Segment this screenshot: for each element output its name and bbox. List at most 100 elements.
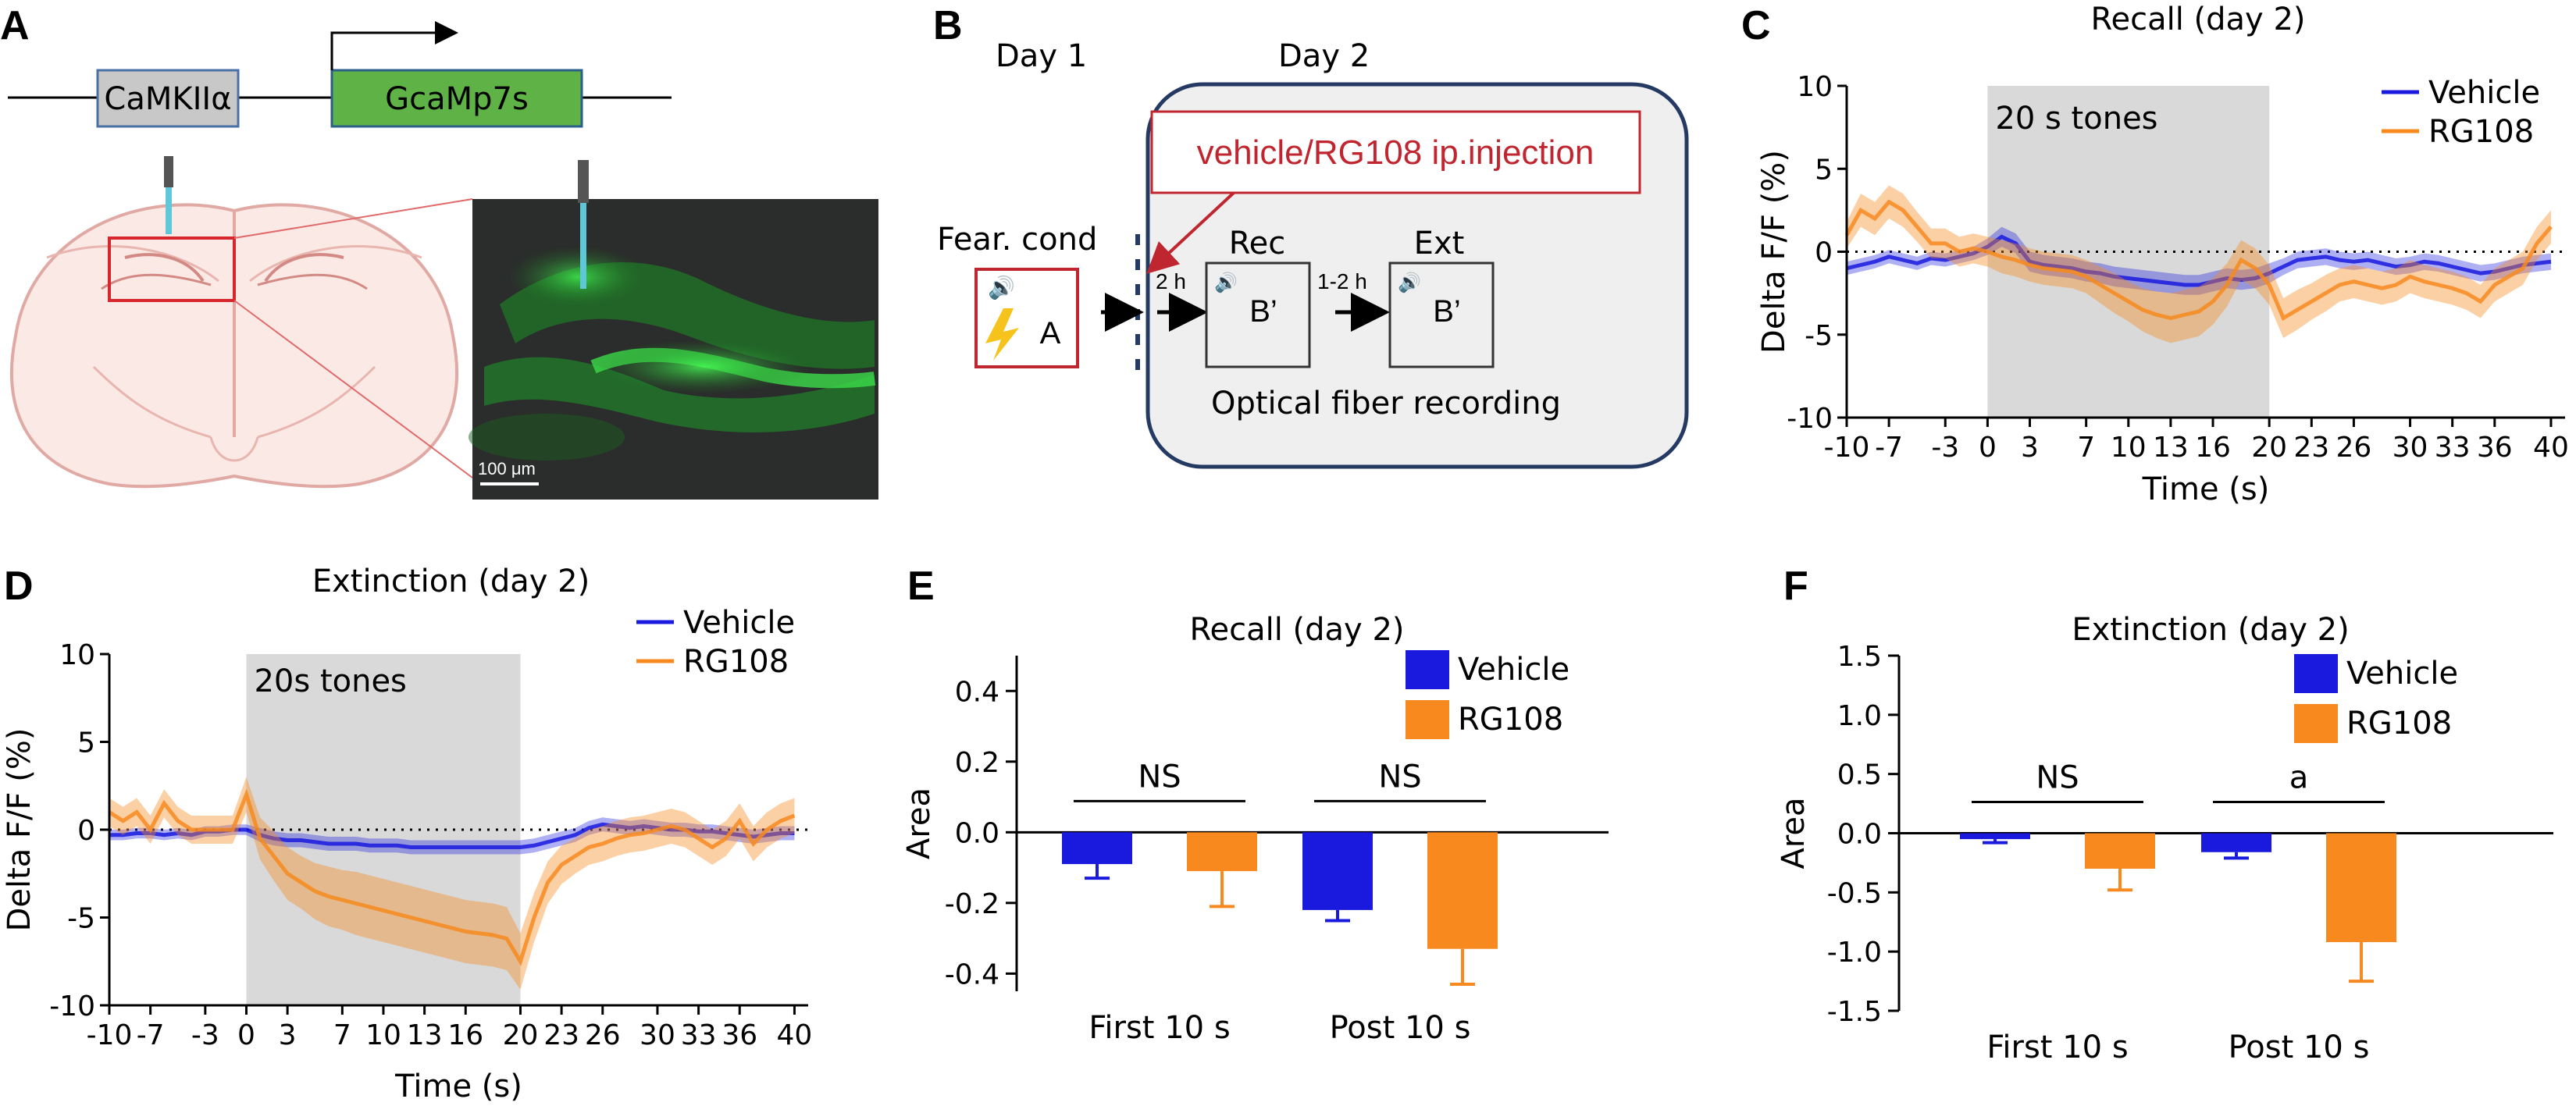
significance-label: a (2289, 760, 2309, 796)
panel-e: E 0.4 0.2 0.0 -0.2 -0.4 Area Recall (day 2) NS F… (901, 564, 1609, 1046)
y-tick-label: -0.5 (1827, 877, 1882, 909)
speaker-icon: 🔊 (1398, 271, 1421, 293)
legend-label-rg108: RG108 (1458, 702, 1563, 738)
y-tick-label: -1.0 (1827, 937, 1882, 969)
x-tick-label: 3 (2021, 432, 2039, 464)
x-tick-label: 10 (365, 1019, 401, 1051)
legend-swatch-vehicle (2294, 654, 2338, 693)
x-tick-label: 10 (2111, 432, 2147, 464)
scale-bar-label: 100 μm (478, 459, 536, 478)
bar-vehicle (1062, 832, 1132, 865)
legend-label-rg108: RG108 (683, 644, 789, 680)
chart-title: Recall (day 2) (2091, 2, 2306, 37)
transcription-arrow (330, 21, 458, 70)
context-b2-box (1388, 261, 1495, 368)
x-tick-label: 16 (447, 1019, 483, 1051)
y-tick-label: 0.4 (955, 676, 999, 708)
ext-label: Ext (1414, 226, 1465, 261)
x-tick-label: 20 (503, 1019, 539, 1051)
tone-shade (1987, 86, 2270, 418)
tone-label: 20 s tones (1995, 101, 2157, 137)
y-tick-label: -1.5 (1827, 996, 1882, 1028)
y-axis-label: Area (901, 788, 937, 859)
chart-title: Recall (day 2) (1190, 612, 1405, 648)
x-tick-label: 30 (640, 1019, 675, 1051)
promoter-box (96, 69, 240, 128)
chart-title: Extinction (day 2) (312, 564, 590, 599)
y-tick-label: 0 (77, 815, 95, 847)
y-tick-label: 5 (77, 727, 95, 759)
x-tick-label: 23 (543, 1019, 579, 1051)
x-tick-label: 26 (585, 1019, 621, 1051)
x-tick-label: -3 (1931, 432, 1959, 464)
panel-label-e: E (907, 564, 935, 609)
bar-rg108 (2085, 833, 2155, 869)
speaker-icon: 🔊 (988, 274, 1015, 301)
y-axis-label: Delta F/F (%) (1756, 150, 1792, 354)
promoter-label: CaMKIIα (104, 81, 231, 117)
fiber-implant (164, 156, 173, 187)
x-tick-label: 16 (2195, 432, 2231, 464)
x-tick-label: 33 (2435, 432, 2471, 464)
y-tick-label: -0.4 (945, 958, 999, 990)
fiber-light (166, 187, 172, 234)
speaker-icon: 🔊 (1214, 271, 1238, 293)
panel-label-f: F (1783, 564, 1808, 609)
sem-band-rg108 (109, 777, 795, 990)
gene-label: GcaMp7s (385, 81, 529, 117)
y-tick-label: 10 (59, 639, 95, 671)
y-tick-label: 0.0 (1837, 819, 1882, 851)
legend-swatch-rg108 (2294, 704, 2338, 743)
interval1-label: 2 h (1156, 269, 1186, 293)
category-label: First 10 s (1088, 1010, 1230, 1046)
gene-box (330, 69, 583, 128)
y-tick-label: 0.0 (955, 817, 999, 849)
series-line-rg108 (108, 788, 796, 966)
bar-rg108 (1427, 832, 1498, 949)
x-tick-label: 30 (2393, 432, 2428, 464)
y-tick-label: 5 (1815, 154, 1833, 186)
x-tick-label: 0 (1979, 432, 1997, 464)
x-tick-label: -3 (191, 1019, 219, 1051)
zoom-line-bottom (233, 300, 473, 478)
zoom-line-top (233, 198, 473, 239)
fear-cond-label: Fear. cond (937, 222, 1097, 258)
day1-label: Day 1 (996, 38, 1087, 74)
y-tick-label: -0.2 (945, 888, 999, 920)
series-line-rg108 (1844, 199, 2553, 322)
context-b1-box (1205, 261, 1311, 368)
x-tick-label: 33 (681, 1019, 717, 1051)
roi-box (108, 236, 236, 302)
significance-label: NS (1378, 759, 1421, 795)
legend-label-vehicle: Vehicle (2428, 75, 2540, 111)
x-tick-label: 3 (279, 1019, 297, 1051)
y-tick-label: -5 (67, 903, 95, 935)
bar-vehicle (1302, 832, 1373, 910)
significance-label: NS (2036, 760, 2079, 796)
rec-label: Rec (1229, 226, 1286, 261)
x-tick-label: 40 (2533, 432, 2569, 464)
interval2-label: 1-2 h (1317, 269, 1367, 293)
y-axis-label: Area (1776, 797, 1812, 869)
x-tick-label: 23 (2293, 432, 2329, 464)
context-b1-label: B’ (1249, 294, 1277, 329)
y-tick-label: 1.0 (1837, 700, 1882, 732)
panel-b: B Day 1 Day 2 vehicle/RG108 ip.injection… (933, 3, 1689, 469)
day2-label: Day 2 (1278, 38, 1370, 74)
legend-label-vehicle: Vehicle (683, 605, 795, 641)
chart-title: Extinction (day 2) (2072, 612, 2349, 648)
bar-rg108 (1187, 832, 1257, 872)
x-tick-label: 40 (777, 1019, 813, 1051)
x-tick-label: -7 (1875, 432, 1903, 464)
legend-swatch-rg108 (1406, 700, 1449, 739)
category-label: First 10 s (1986, 1030, 2128, 1065)
x-tick-label: 13 (407, 1019, 443, 1051)
context-a-box (974, 268, 1079, 368)
y-axis-label: Delta F/F (%) (2, 728, 37, 932)
category-label: Post 10 s (2229, 1030, 2370, 1065)
panel-label-c: C (1741, 3, 1771, 48)
x-tick-label: -10 (87, 1019, 133, 1051)
panel-f: F 1.5 1.0 0.5 0.0 -0.5 -1.0 -1.5 Area Extinction… (1776, 564, 2553, 1065)
x-tick-label: 7 (2077, 432, 2095, 464)
